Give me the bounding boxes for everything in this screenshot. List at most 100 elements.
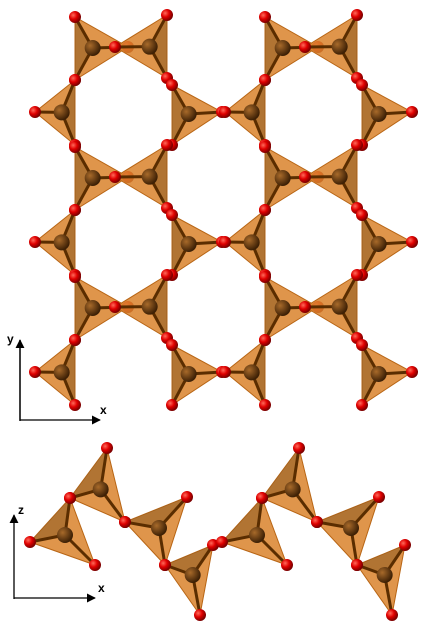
oxygen-atom bbox=[69, 11, 81, 23]
oxygen-atom bbox=[351, 9, 363, 21]
silicon-atom bbox=[180, 366, 197, 382]
oxygen-atom bbox=[119, 516, 131, 528]
silicon-atom bbox=[184, 567, 201, 583]
oxygen-atom bbox=[69, 334, 81, 346]
oxygen-atom bbox=[259, 11, 271, 23]
tetrahedron-shade bbox=[75, 277, 93, 340]
oxygen-atom bbox=[69, 141, 81, 153]
oxygen-atom bbox=[109, 171, 121, 183]
tetrahedron-shade bbox=[265, 17, 283, 80]
oxygen-atom bbox=[166, 339, 178, 351]
silicon-atom bbox=[141, 38, 158, 55]
silicon-atom bbox=[53, 234, 70, 251]
oxygen-atom bbox=[406, 236, 418, 248]
oxygen-atom bbox=[259, 74, 271, 86]
oxygen-atom bbox=[69, 204, 81, 216]
tetrahedron-shade bbox=[149, 275, 167, 338]
oxygen-atom bbox=[219, 366, 231, 378]
tetrahedron-shade bbox=[75, 17, 93, 80]
silicon-atom bbox=[274, 40, 291, 56]
oxygen-atom bbox=[293, 442, 305, 454]
oxygen-atom bbox=[259, 399, 271, 411]
silicon-atom bbox=[370, 236, 387, 252]
tetrahedra bbox=[24, 9, 418, 621]
silicon-atom bbox=[151, 520, 167, 536]
oxygen-atom bbox=[166, 79, 178, 91]
silicon-atom bbox=[53, 104, 70, 121]
oxygen-atom bbox=[351, 559, 363, 571]
oxygen-atom bbox=[161, 9, 173, 21]
axis-top: y x bbox=[7, 332, 107, 425]
oxygen-atom bbox=[356, 79, 368, 91]
silicon-atom bbox=[343, 520, 359, 536]
oxygen-atom bbox=[299, 301, 311, 313]
oxygen-atom bbox=[311, 516, 323, 528]
oxygen-atom bbox=[109, 301, 121, 313]
axis-label: x bbox=[98, 581, 105, 595]
oxygen-atom bbox=[299, 41, 311, 53]
oxygen-atom bbox=[406, 106, 418, 118]
oxygen-atom bbox=[161, 269, 173, 281]
oxygen-atom bbox=[259, 334, 271, 346]
oxygen-atom bbox=[356, 399, 368, 411]
oxygen-atom bbox=[299, 171, 311, 183]
tetrahedron-shade bbox=[362, 215, 379, 275]
tetrahedron-shade bbox=[149, 145, 167, 208]
axis-label: x bbox=[100, 403, 107, 417]
tetrahedron-shade bbox=[362, 345, 379, 405]
oxygen-atom bbox=[386, 609, 398, 621]
oxygen-atom bbox=[181, 491, 193, 503]
tetrahedron-shade bbox=[125, 497, 187, 528]
silicon-atom bbox=[84, 170, 101, 186]
silicon-atom bbox=[370, 366, 387, 382]
tetrahedron-shade bbox=[149, 15, 167, 78]
oxygen-atom bbox=[219, 106, 231, 118]
axis-bottom: z x bbox=[9, 503, 105, 603]
silicon-atom bbox=[84, 300, 101, 316]
oxygen-atom bbox=[69, 74, 81, 86]
tetrahedron-shade bbox=[339, 15, 357, 78]
tetrahedron-shade bbox=[75, 147, 93, 210]
silicon-atom bbox=[141, 168, 158, 185]
silicon-atom bbox=[57, 527, 73, 543]
tetrahedron-shade bbox=[362, 85, 379, 145]
axis-label: z bbox=[18, 503, 24, 517]
tetrahedron-shade bbox=[265, 277, 283, 340]
oxygen-atom bbox=[64, 492, 76, 504]
oxygen-atom bbox=[166, 209, 178, 221]
silicon-atom bbox=[274, 300, 291, 316]
oxygen-atom bbox=[159, 559, 171, 571]
oxygen-atom bbox=[109, 41, 121, 53]
oxygen-atom bbox=[219, 236, 231, 248]
oxygen-atom bbox=[24, 536, 36, 548]
silicon-atom bbox=[331, 298, 348, 315]
tetrahedron-shade bbox=[165, 545, 213, 575]
silicon-atom bbox=[243, 104, 260, 121]
oxygen-atom bbox=[69, 271, 81, 283]
silicon-atom bbox=[331, 38, 348, 55]
tetrahedron-shade bbox=[172, 215, 189, 275]
tetrahedron-shade bbox=[172, 85, 189, 145]
oxygen-atom bbox=[356, 209, 368, 221]
silicon-atom bbox=[180, 106, 197, 122]
tetrahedron-shade bbox=[172, 345, 189, 405]
oxygen-atom bbox=[351, 139, 363, 151]
oxygen-atom bbox=[166, 399, 178, 411]
oxygen-atom bbox=[356, 339, 368, 351]
oxygen-atom bbox=[69, 399, 81, 411]
silicon-atom bbox=[53, 364, 70, 381]
tetrahedron-shade bbox=[339, 145, 357, 208]
oxygen-atom bbox=[29, 236, 41, 248]
oxygen-atom bbox=[29, 366, 41, 378]
oxygen-atom bbox=[101, 442, 113, 454]
silicon-atom bbox=[84, 40, 101, 56]
silicon-atom bbox=[141, 298, 158, 315]
oxygen-atom bbox=[161, 139, 173, 151]
tetrahedron-shade bbox=[357, 545, 405, 575]
silicon-atom bbox=[376, 567, 393, 583]
oxygen-atom bbox=[259, 141, 271, 153]
oxygen-atom bbox=[29, 106, 41, 118]
silicon-atom bbox=[370, 106, 387, 122]
tetrahedron-shade bbox=[339, 275, 357, 338]
